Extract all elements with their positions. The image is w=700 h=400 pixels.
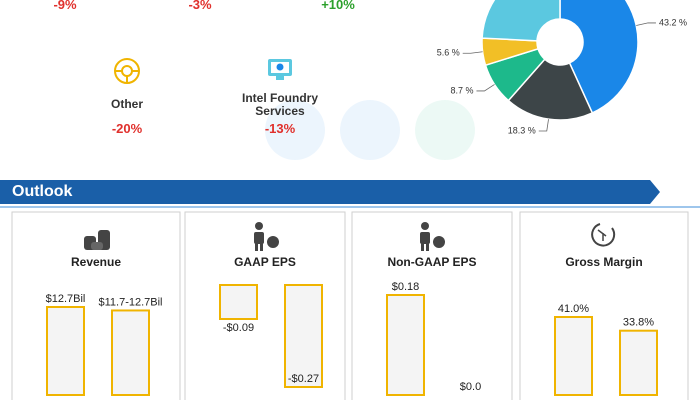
slice-label: 43.2 % (659, 17, 687, 27)
panel-title: Non-GAAP EPS (387, 255, 476, 269)
panel (351, 211, 513, 400)
coins-icon (84, 230, 110, 250)
value-label: 41.0% (558, 303, 589, 315)
other-icon (114, 58, 140, 84)
outlook-banner (0, 180, 660, 204)
leader-line (538, 119, 549, 132)
value-label: $12.7Bil (46, 293, 86, 305)
eps-icon (420, 222, 445, 251)
bar (619, 329, 658, 397)
margin-icon (591, 223, 616, 247)
bar (46, 306, 85, 396)
segment-change: -20% (111, 121, 143, 136)
segment-name: Other (110, 97, 143, 111)
panel (11, 211, 181, 400)
slice-label: 5.6 % (437, 48, 460, 58)
panel-title: GAAP EPS (234, 255, 296, 269)
slice-label: 18.3 % (508, 125, 536, 135)
change: +10% (321, 0, 355, 12)
value-label: -$0.27 (288, 373, 319, 385)
segment-change: -13% (264, 121, 296, 136)
donut-slice (481, 0, 561, 42)
panel (184, 211, 346, 400)
panel-title: Gross Margin (565, 255, 642, 269)
segment-name: Intel Foundry Services (242, 91, 318, 118)
outlook-title: Outlook (12, 183, 73, 200)
value-label: 33.8% (623, 317, 654, 329)
leader-line (462, 51, 483, 54)
bar (219, 284, 258, 320)
slice-label: 8.7 % (450, 85, 473, 95)
value-label: $0.0 (460, 381, 481, 393)
foundry-icon (268, 59, 292, 80)
bar (284, 284, 323, 388)
panel-title: Revenue (71, 255, 121, 269)
change: -9% (53, 0, 77, 12)
value-label: $0.18 (392, 281, 420, 293)
donut-slice (507, 58, 594, 121)
eps-icon (254, 222, 279, 251)
bar (386, 294, 425, 396)
change: -3% (188, 0, 212, 12)
panel (519, 211, 689, 400)
leader-line (636, 22, 656, 26)
watermark (265, 100, 475, 160)
value-label: $11.7-12.7Bil (98, 296, 162, 308)
value-label: -$0.09 (223, 322, 254, 334)
bar (111, 309, 150, 396)
leader-line (476, 84, 495, 92)
bar (554, 316, 593, 396)
